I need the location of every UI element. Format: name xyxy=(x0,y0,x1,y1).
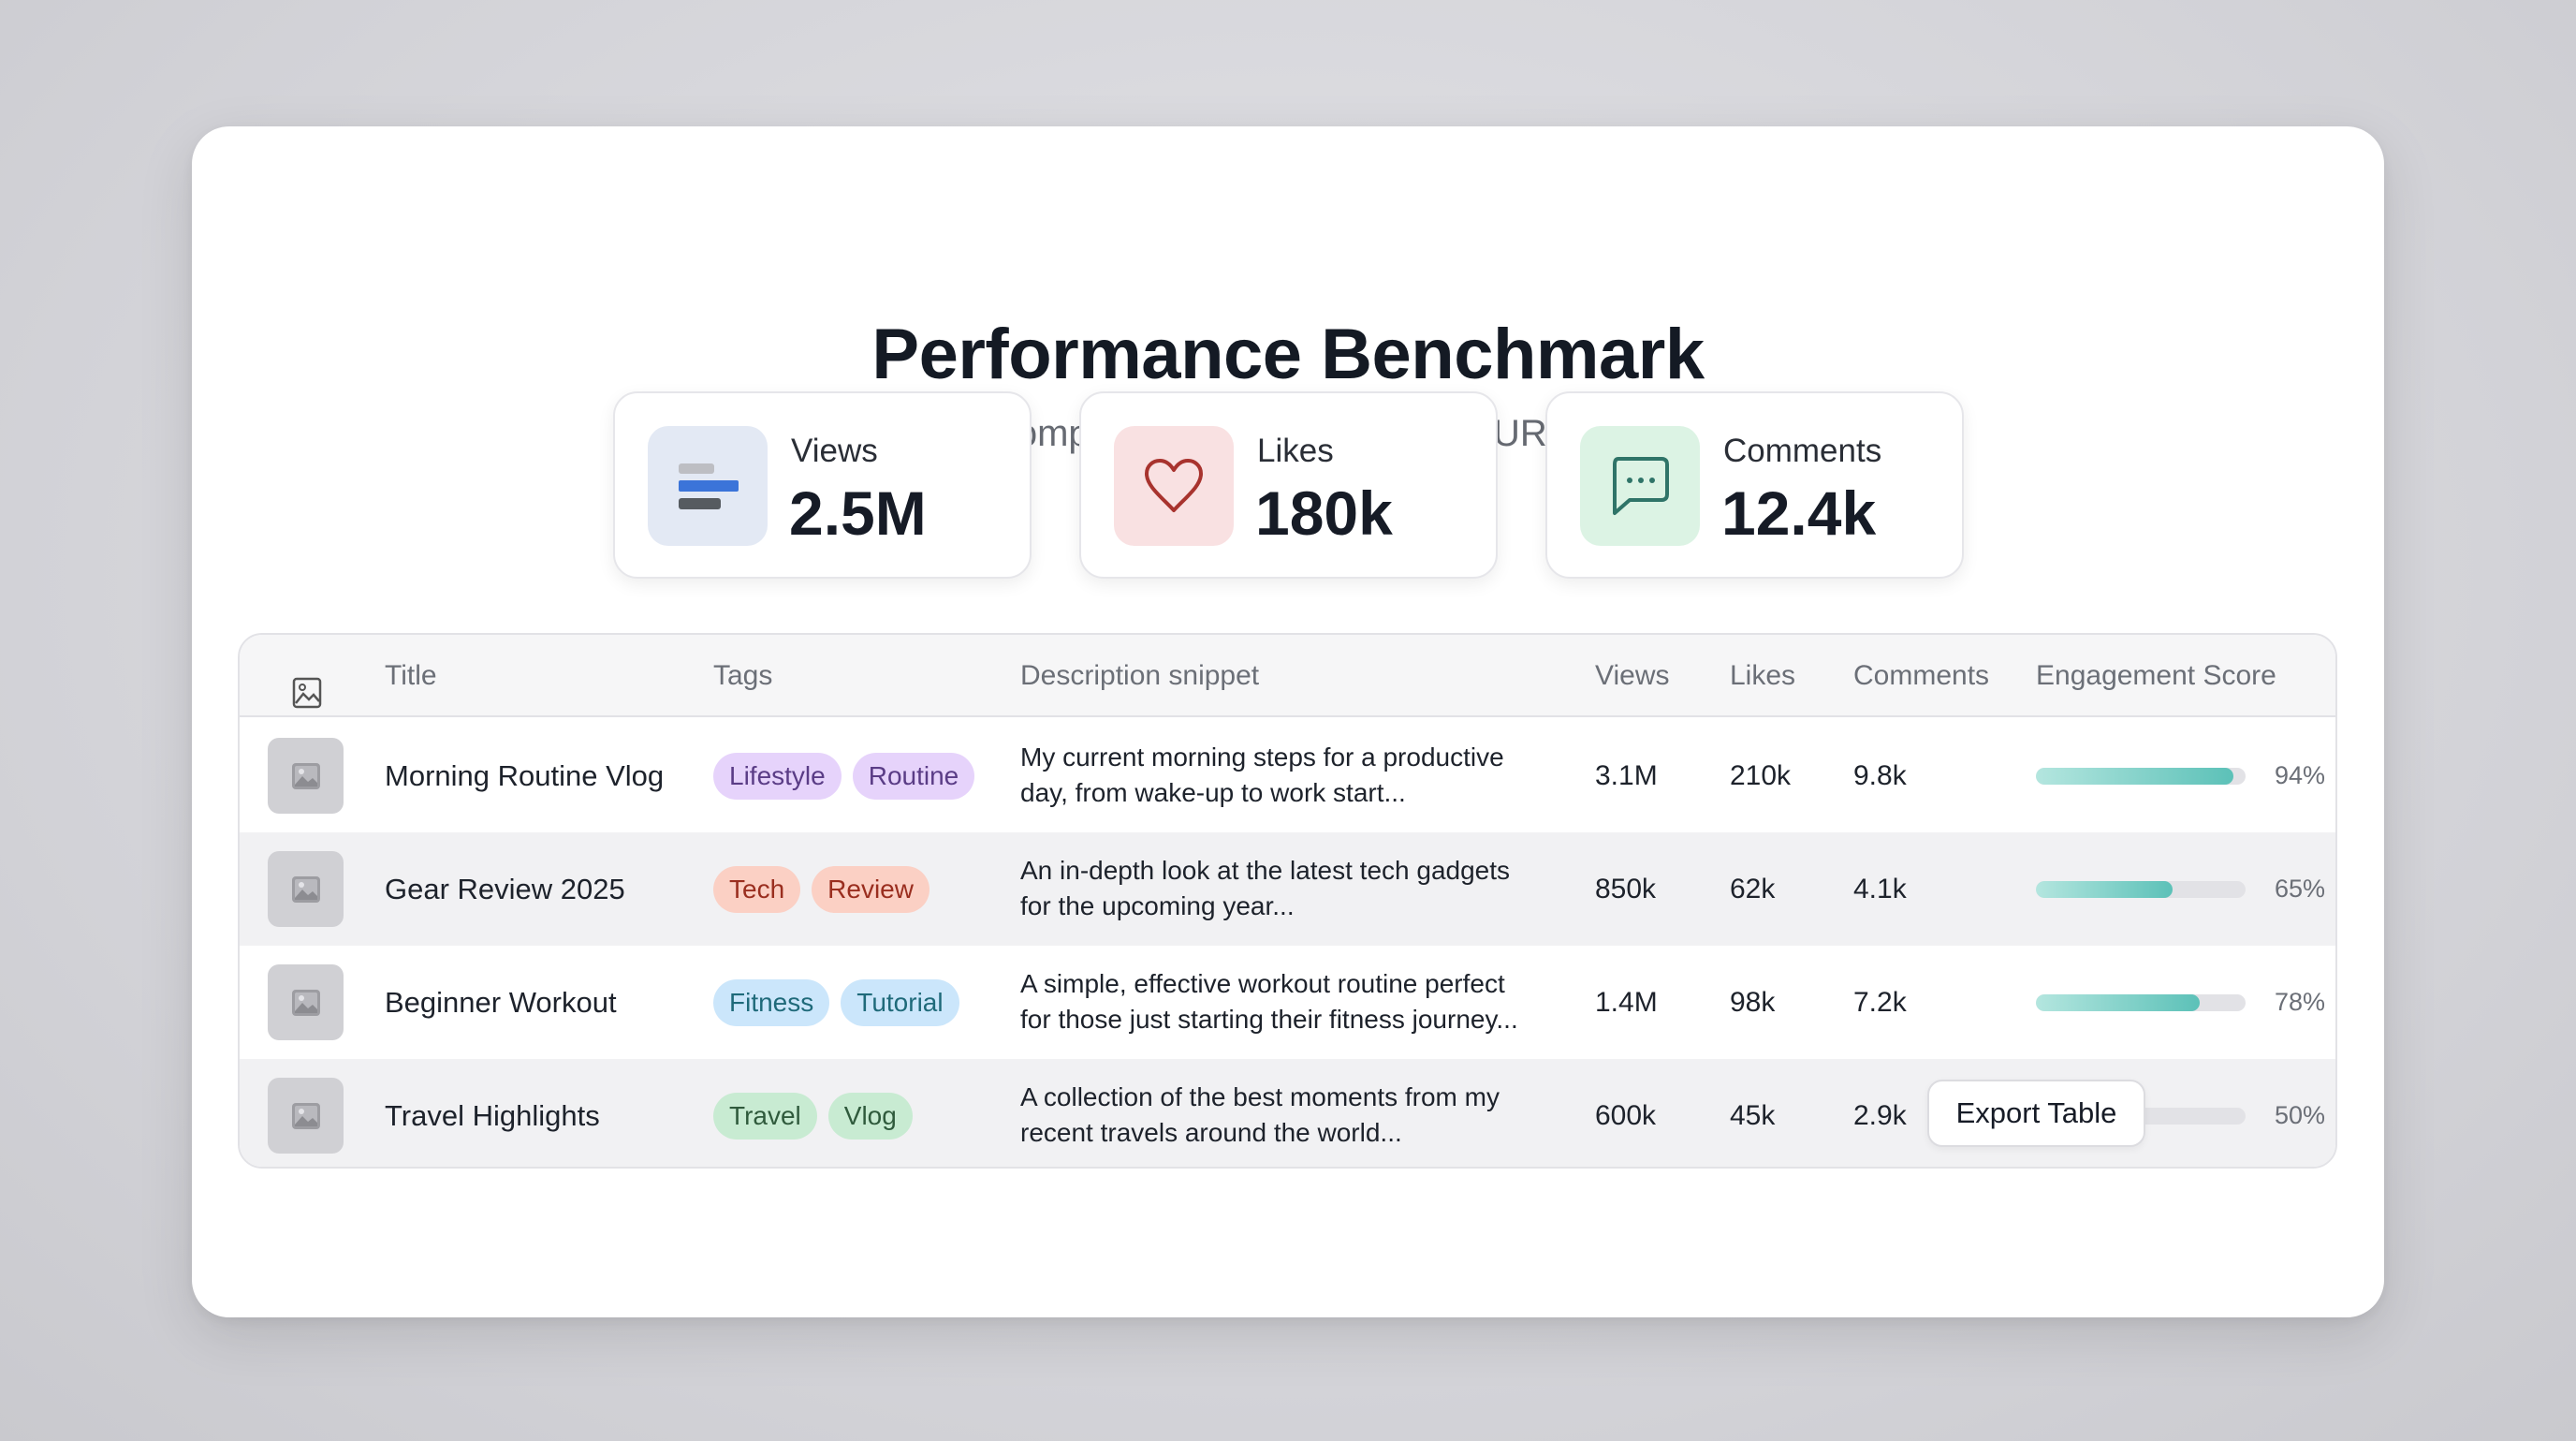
description-line: recent travels around the world... xyxy=(1020,1118,1402,1147)
column-header-engagement-score[interactable]: Engagement Score xyxy=(2036,660,2276,691)
row-tags: Lifestyle Routine xyxy=(713,719,986,832)
row-description: A simple, effective workout routine perf… xyxy=(1020,946,1518,1059)
bar-chart-icon xyxy=(648,426,768,546)
row-title[interactable]: Beginner Workout xyxy=(385,985,617,1019)
thumbnail-image-icon xyxy=(268,851,344,927)
column-header-views[interactable]: Views xyxy=(1595,660,1670,691)
column-header-likes[interactable]: Likes xyxy=(1730,660,1796,691)
row-likes: 62k xyxy=(1730,873,1776,904)
engagement-progress-fill xyxy=(2036,881,2173,898)
table-row[interactable]: Morning Routine Vlog Lifestyle Routine My… xyxy=(240,719,2335,832)
stat-value: 180k xyxy=(1255,478,1393,548)
image-icon xyxy=(292,659,322,709)
row-title[interactable]: Morning Routine Vlog xyxy=(385,758,665,792)
description-line: for those just starting their fitness jo… xyxy=(1020,1005,1518,1034)
row-title[interactable]: Travel Highlights xyxy=(385,1098,600,1132)
stat-label: Likes xyxy=(1257,433,1334,469)
tag-badge: Vlog xyxy=(827,1092,913,1140)
row-views: 850k xyxy=(1595,873,1657,904)
description-line: A simple, effective workout routine perf… xyxy=(1020,969,1505,998)
row-tags: Fitness Tutorial xyxy=(713,946,971,1059)
stat-value: 2.5M xyxy=(789,478,927,548)
row-likes: 210k xyxy=(1730,759,1792,791)
thumbnail-image-icon xyxy=(268,738,344,814)
row-views: 600k xyxy=(1595,1099,1657,1131)
tag-badge: Routine xyxy=(852,752,975,800)
tag-badge: Lifestyle xyxy=(713,752,842,800)
stat-card-comments: Comments 12.4k xyxy=(1545,391,1964,579)
engagement-progress-bar xyxy=(2036,768,2246,785)
table-row[interactable]: Gear Review 2025 Tech Review An in-depth … xyxy=(240,832,2335,946)
thumbnail-image-icon xyxy=(268,964,344,1040)
tag-badge: Tech xyxy=(713,865,801,913)
row-title[interactable]: Gear Review 2025 xyxy=(385,872,625,905)
stat-card-likes: Likes 180k xyxy=(1079,391,1498,579)
tag-badge: Fitness xyxy=(713,978,830,1026)
tag-badge: Tutorial xyxy=(841,978,959,1026)
row-comments: 9.8k xyxy=(1853,759,1907,791)
description-line: for the upcoming year... xyxy=(1020,891,1295,920)
column-header-title[interactable]: Title xyxy=(385,660,437,691)
row-description: An in-depth look at the latest tech gadg… xyxy=(1020,832,1510,946)
row-comments: 4.1k xyxy=(1853,873,1907,904)
row-likes: 45k xyxy=(1730,1099,1776,1131)
row-views: 1.4M xyxy=(1595,986,1658,1018)
stat-value: 12.4k xyxy=(1721,478,1877,548)
row-likes: 98k xyxy=(1730,986,1776,1018)
tag-badge: Review xyxy=(812,865,929,913)
engagement-progress-fill xyxy=(2036,994,2200,1011)
row-tags: Travel Vlog xyxy=(713,1059,924,1167)
page-title: Performance Benchmark xyxy=(871,315,1705,394)
engagement-progress-bar xyxy=(2036,994,2246,1011)
row-comments: 7.2k xyxy=(1853,986,1907,1018)
stat-card-views: Views 2.5M xyxy=(613,391,1032,579)
row-description: My current morning steps for a productiv… xyxy=(1020,719,1504,832)
engagement-score-label: 78% xyxy=(2274,988,2325,1016)
benchmark-table: Title Tags Description snippet Views Lik… xyxy=(238,633,2337,1169)
row-tags: Tech Review xyxy=(713,832,941,946)
engagement-progress-bar xyxy=(2036,881,2246,898)
description-line: My current morning steps for a productiv… xyxy=(1020,743,1504,772)
row-comments: 2.9k xyxy=(1853,1099,1907,1131)
engagement-progress-fill xyxy=(2036,768,2233,785)
engagement-score-label: 65% xyxy=(2274,875,2325,903)
column-header-tags[interactable]: Tags xyxy=(713,660,773,691)
row-description: A collection of the best moments from my… xyxy=(1020,1059,1500,1167)
description-line: A collection of the best moments from my xyxy=(1020,1082,1500,1111)
stat-label: Comments xyxy=(1723,433,1882,469)
description-line: An in-depth look at the latest tech gadg… xyxy=(1020,856,1511,885)
engagement-score-label: 94% xyxy=(2274,761,2325,789)
table-row[interactable]: Beginner Workout Fitness Tutorial A simpl… xyxy=(240,946,2335,1059)
table-header: Title Tags Description snippet Views Lik… xyxy=(240,635,2335,717)
thumbnail-image-icon xyxy=(268,1078,344,1154)
chat-bubble-icon xyxy=(1580,426,1700,546)
stat-label: Views xyxy=(791,433,878,469)
tag-badge: Travel xyxy=(713,1092,817,1140)
column-header-comments[interactable]: Comments xyxy=(1853,660,1990,691)
engagement-score-label: 50% xyxy=(2274,1101,2325,1129)
column-header-description[interactable]: Description snippet xyxy=(1020,660,1260,691)
description-line: day, from wake-up to work start... xyxy=(1020,778,1406,807)
export-table-button[interactable]: Export Table xyxy=(1927,1080,2145,1147)
heart-icon xyxy=(1114,426,1234,546)
row-views: 3.1M xyxy=(1595,759,1658,791)
